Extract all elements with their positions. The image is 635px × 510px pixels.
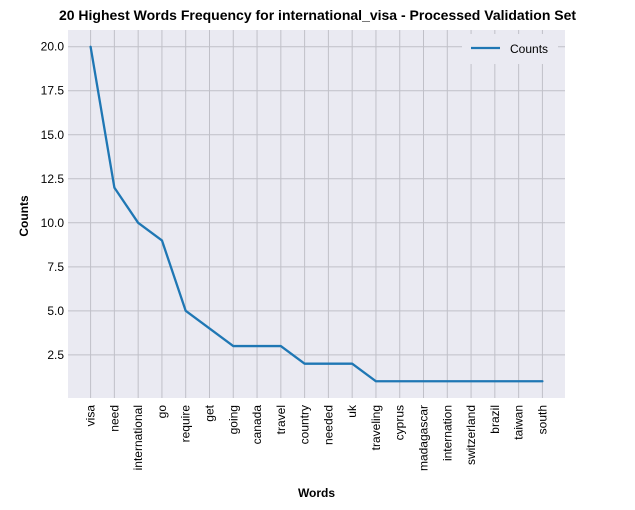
series-line-counts (89, 45, 544, 383)
y-tick-label: 2.5 (47, 348, 64, 362)
x-tick-label: internation (440, 405, 454, 461)
y-axis-label: Counts (17, 195, 31, 237)
x-tick-label: visa (84, 405, 98, 427)
x-tick-label: brazil (488, 405, 502, 434)
y-axis-ticks: 2.5 5.0 7.5 10.0 12.5 15.0 17.5 20.0 (41, 40, 65, 362)
x-tick-label: country (298, 405, 312, 444)
x-tick-label: international (131, 405, 145, 470)
x-tick-label: travel (274, 405, 288, 434)
y-tick-label: 10.0 (41, 216, 65, 230)
y-tick-label: 7.5 (47, 260, 64, 274)
x-tick-label: get (202, 404, 216, 421)
x-tick-label: canada (250, 405, 264, 445)
x-tick-label: go (155, 405, 169, 419)
x-tick-label: require (179, 405, 193, 443)
x-tick-label: need (107, 405, 121, 432)
x-tick-label: needed (321, 405, 335, 445)
x-tick-label: traveling (369, 405, 383, 450)
x-tick-label: switzerland (464, 405, 478, 465)
y-tick-label: 20.0 (41, 40, 65, 54)
chart-title: 20 Highest Words Frequency for internati… (59, 7, 576, 23)
x-tick-label: south (535, 405, 549, 434)
y-tick-label: 5.0 (47, 304, 64, 318)
y-tick-label: 12.5 (41, 172, 65, 186)
grid (68, 30, 565, 398)
series (89, 45, 544, 383)
x-axis-label: Words (298, 486, 335, 500)
y-tick-label: 15.0 (41, 128, 65, 142)
legend: Counts (462, 34, 558, 64)
legend-label-counts: Counts (510, 42, 548, 56)
y-tick-label: 17.5 (41, 84, 65, 98)
x-tick-label: uk (345, 404, 359, 418)
x-axis-ticks: visa need international go require get going ca… (84, 404, 550, 471)
x-tick-label: taiwan (512, 405, 526, 440)
x-tick-label: going (226, 405, 240, 434)
x-tick-label: cyprus (393, 405, 407, 440)
plot-background (68, 30, 565, 398)
x-tick-label: madagascar (417, 405, 431, 471)
